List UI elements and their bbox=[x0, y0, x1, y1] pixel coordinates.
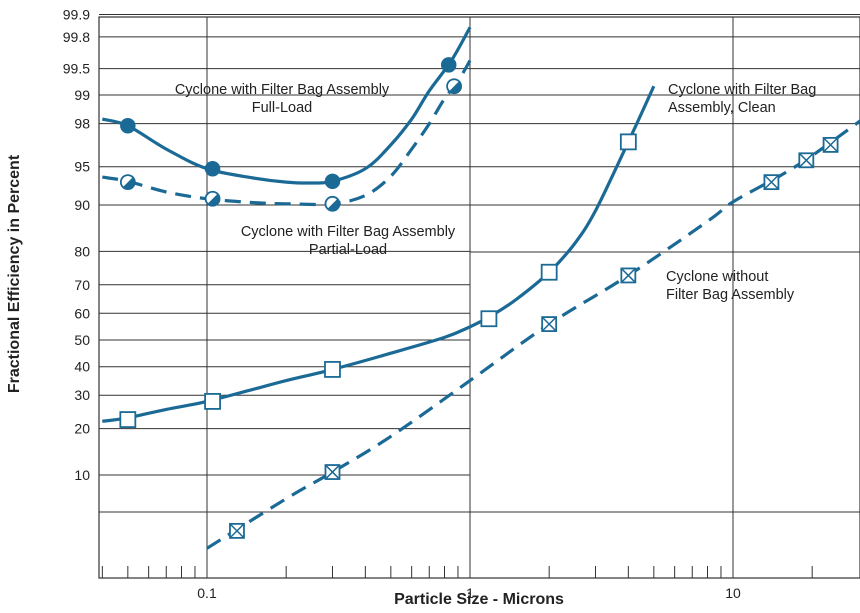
series-markers bbox=[119, 133, 637, 428]
point-marker bbox=[119, 411, 137, 428]
x-tick-label: 1 bbox=[466, 585, 474, 601]
y-axis-title: Fractional Efficiency in Percent bbox=[6, 154, 23, 393]
y-tick-label: 99.9 bbox=[63, 6, 90, 22]
y-tick-label: 99 bbox=[74, 87, 90, 103]
annotation-line: Full-Load bbox=[252, 100, 312, 116]
y-tick-label: 20 bbox=[74, 421, 90, 437]
point-marker-cross bbox=[798, 152, 814, 168]
series-full-load bbox=[101, 26, 472, 185]
series-partial-load bbox=[102, 59, 472, 207]
plot-frame bbox=[98, 16, 860, 579]
annotation-line: Cyclone with Filter Bag Assembly bbox=[241, 224, 456, 240]
y-tick-label: 95 bbox=[74, 159, 90, 175]
x-tick-label: 0.1 bbox=[197, 585, 217, 601]
y-tick-label: 99.5 bbox=[63, 61, 90, 77]
annotation-line: Partial-Load bbox=[309, 242, 387, 258]
series-line bbox=[102, 59, 472, 207]
annotation-without-bag: Cyclone without Filter Bag Assembly bbox=[666, 269, 795, 303]
x-axis-title: Particle Size - Microns bbox=[394, 591, 564, 608]
annotation-clean: Cyclone with Filter Bag Assembly, Clean bbox=[668, 82, 816, 116]
annotation-line: Filter Bag Assembly bbox=[666, 287, 795, 303]
y-axis-tick-labels: 10 20 30 40 50 60 70 80 90 95 98 99 99.5 99.8 99.9 bbox=[63, 6, 90, 483]
annotation-line: Cyclone with Filter Bag bbox=[668, 82, 816, 98]
grid-lines bbox=[98, 13, 860, 579]
point-marker bbox=[480, 310, 498, 328]
y-tick-label: 90 bbox=[74, 197, 90, 213]
point-marker bbox=[440, 57, 457, 73]
point-marker bbox=[619, 133, 637, 151]
x-tick-label: 10 bbox=[725, 585, 741, 601]
point-marker-cross bbox=[229, 523, 245, 539]
point-marker bbox=[540, 263, 558, 281]
annotation-full-load: Cyclone with Filter Bag Assembly Full-Loa… bbox=[175, 82, 390, 116]
series-markers bbox=[119, 78, 462, 212]
point-marker-cross bbox=[763, 174, 779, 190]
y-tick-label: 40 bbox=[74, 359, 90, 375]
y-tick-label: 10 bbox=[74, 467, 90, 483]
y-tick-label: 80 bbox=[74, 243, 90, 259]
point-marker-cross bbox=[541, 316, 557, 332]
series-markers bbox=[229, 136, 839, 539]
series-markers bbox=[120, 57, 457, 190]
annotation-line: Assembly, Clean bbox=[668, 100, 776, 116]
annotations: Cyclone with Filter Bag Assembly Full-Loa… bbox=[175, 82, 816, 303]
annotation-partial-load: Cyclone with Filter Bag Assembly Partial-… bbox=[241, 224, 456, 258]
point-marker-cross bbox=[620, 267, 636, 283]
point-marker bbox=[204, 160, 221, 177]
y-tick-label: 60 bbox=[74, 305, 90, 321]
y-tick-label: 98 bbox=[74, 116, 90, 132]
point-marker-fill bbox=[449, 81, 462, 94]
point-marker bbox=[324, 173, 341, 190]
point-marker bbox=[204, 392, 221, 410]
point-marker-cross bbox=[823, 137, 839, 153]
point-marker bbox=[324, 361, 341, 378]
annotation-line: Cyclone with Filter Bag Assembly bbox=[175, 82, 390, 98]
data-series bbox=[101, 26, 860, 550]
y-tick-label: 30 bbox=[74, 387, 90, 403]
point-marker-cross bbox=[324, 464, 341, 480]
series-clean bbox=[102, 85, 656, 423]
series-line bbox=[101, 26, 472, 185]
series-line bbox=[102, 85, 656, 423]
point-marker bbox=[120, 118, 136, 134]
y-tick-label: 50 bbox=[74, 332, 90, 348]
point-marker-fill bbox=[122, 177, 135, 190]
annotation-line: Cyclone without bbox=[666, 269, 768, 285]
point-marker-fill bbox=[207, 193, 220, 206]
point-marker-fill bbox=[327, 198, 340, 211]
y-tick-label: 99.8 bbox=[63, 29, 90, 45]
x-axis-tick-labels: 0.1 1 10 bbox=[197, 585, 741, 601]
y-tick-label: 70 bbox=[74, 277, 90, 293]
